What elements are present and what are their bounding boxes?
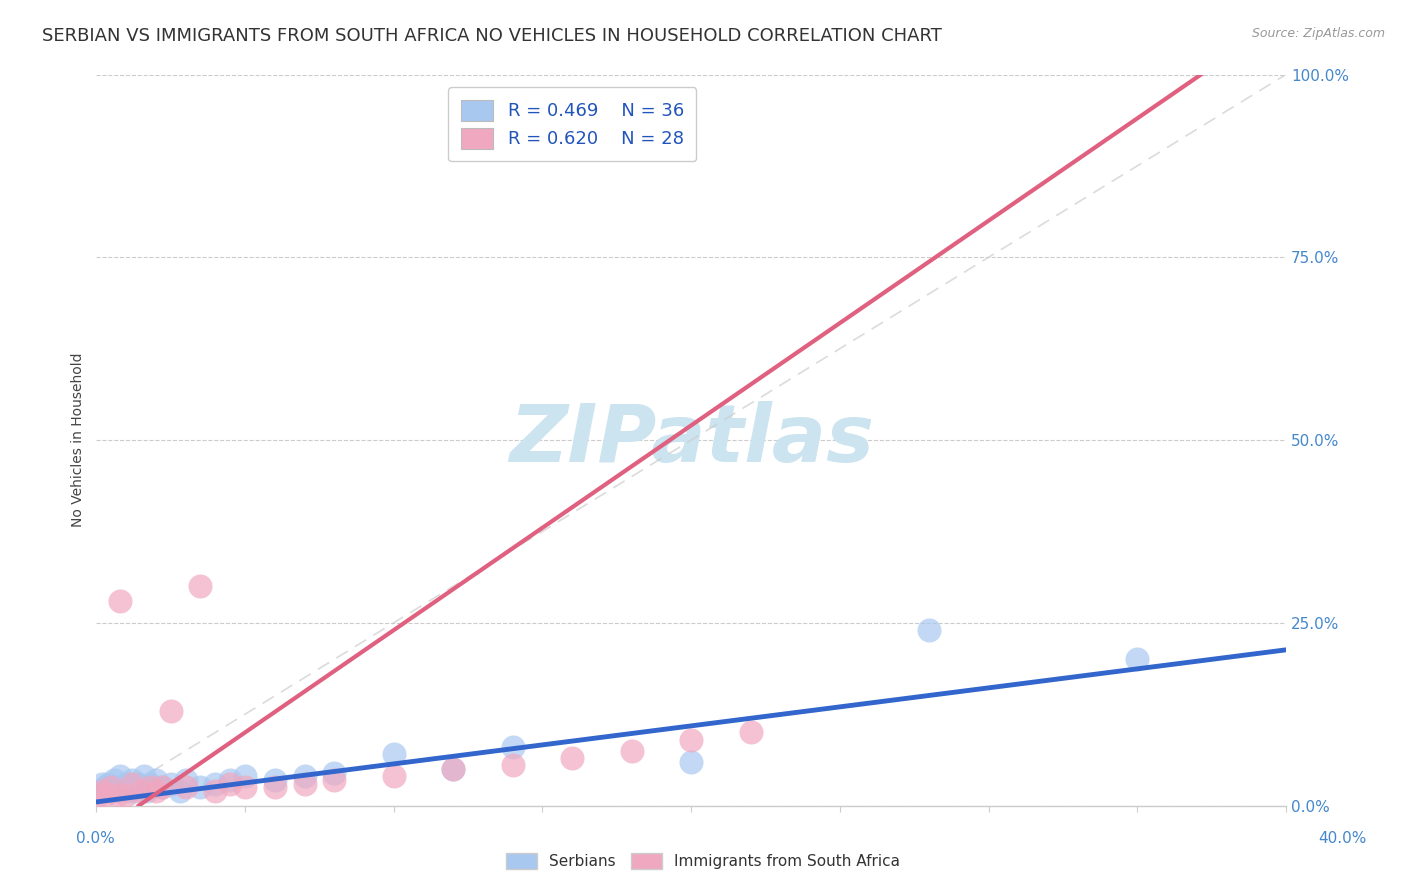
Point [89, 788, 111, 802]
Point [100, 784, 122, 798]
Point [145, 784, 167, 798]
Point [502, 758, 524, 772]
Point [132, 769, 155, 783]
Point [159, 777, 181, 791]
Point [204, 784, 226, 798]
Point [294, 769, 316, 783]
Point [263, 772, 285, 787]
Point [159, 704, 181, 718]
Point [145, 772, 167, 787]
Point [190, 579, 212, 593]
Point [100, 780, 122, 795]
Point [204, 777, 226, 791]
Point [108, 594, 131, 608]
Point [108, 769, 131, 783]
Point [91, 777, 114, 791]
Point [323, 765, 346, 780]
Point [121, 772, 143, 787]
Text: ZIPatlas: ZIPatlas [509, 401, 873, 479]
Point [561, 751, 583, 765]
Point [174, 772, 197, 787]
Point [127, 777, 149, 791]
Text: 0.0%: 0.0% [76, 831, 115, 846]
Point [681, 755, 703, 769]
Point [94, 780, 117, 795]
Point [139, 780, 162, 795]
Point [89, 784, 111, 798]
Point [174, 780, 197, 795]
Point [105, 784, 128, 798]
Point [150, 780, 173, 795]
Point [918, 623, 941, 637]
Text: SERBIAN VS IMMIGRANTS FROM SOUTH AFRICA NO VEHICLES IN HOUSEHOLD CORRELATION CHA: SERBIAN VS IMMIGRANTS FROM SOUTH AFRICA … [42, 27, 942, 45]
Point [105, 788, 128, 802]
Point [233, 769, 256, 783]
Point [1126, 652, 1149, 666]
Point [121, 777, 143, 791]
Point [103, 772, 125, 787]
Point [441, 762, 464, 776]
Point [115, 777, 138, 791]
Point [382, 747, 405, 762]
Point [233, 780, 256, 795]
Text: Source: ZipAtlas.com: Source: ZipAtlas.com [1251, 27, 1385, 40]
Point [150, 780, 173, 795]
Legend: R = 0.469    N = 36, R = 0.620    N = 28: R = 0.469 N = 36, R = 0.620 N = 28 [449, 87, 696, 161]
Point [135, 784, 157, 798]
Point [681, 732, 703, 747]
Point [91, 784, 114, 798]
Legend: Serbians, Immigrants from South Africa: Serbians, Immigrants from South Africa [501, 847, 905, 875]
Point [441, 762, 464, 776]
Point [112, 780, 135, 795]
Point [124, 784, 146, 798]
Point [169, 784, 191, 798]
Point [263, 780, 285, 795]
Point [94, 788, 117, 802]
Point [115, 788, 138, 802]
Point [382, 769, 405, 783]
Point [219, 777, 242, 791]
Point [129, 784, 152, 798]
Point [129, 780, 152, 795]
Y-axis label: No Vehicles in Household: No Vehicles in Household [72, 353, 86, 527]
Point [118, 784, 141, 798]
Point [620, 744, 643, 758]
Point [294, 777, 316, 791]
Text: 40.0%: 40.0% [1319, 831, 1367, 846]
Point [740, 725, 762, 739]
Point [502, 740, 524, 755]
Point [190, 780, 212, 795]
Point [219, 772, 242, 787]
Point [139, 777, 162, 791]
Point [97, 777, 120, 791]
Point [323, 772, 346, 787]
